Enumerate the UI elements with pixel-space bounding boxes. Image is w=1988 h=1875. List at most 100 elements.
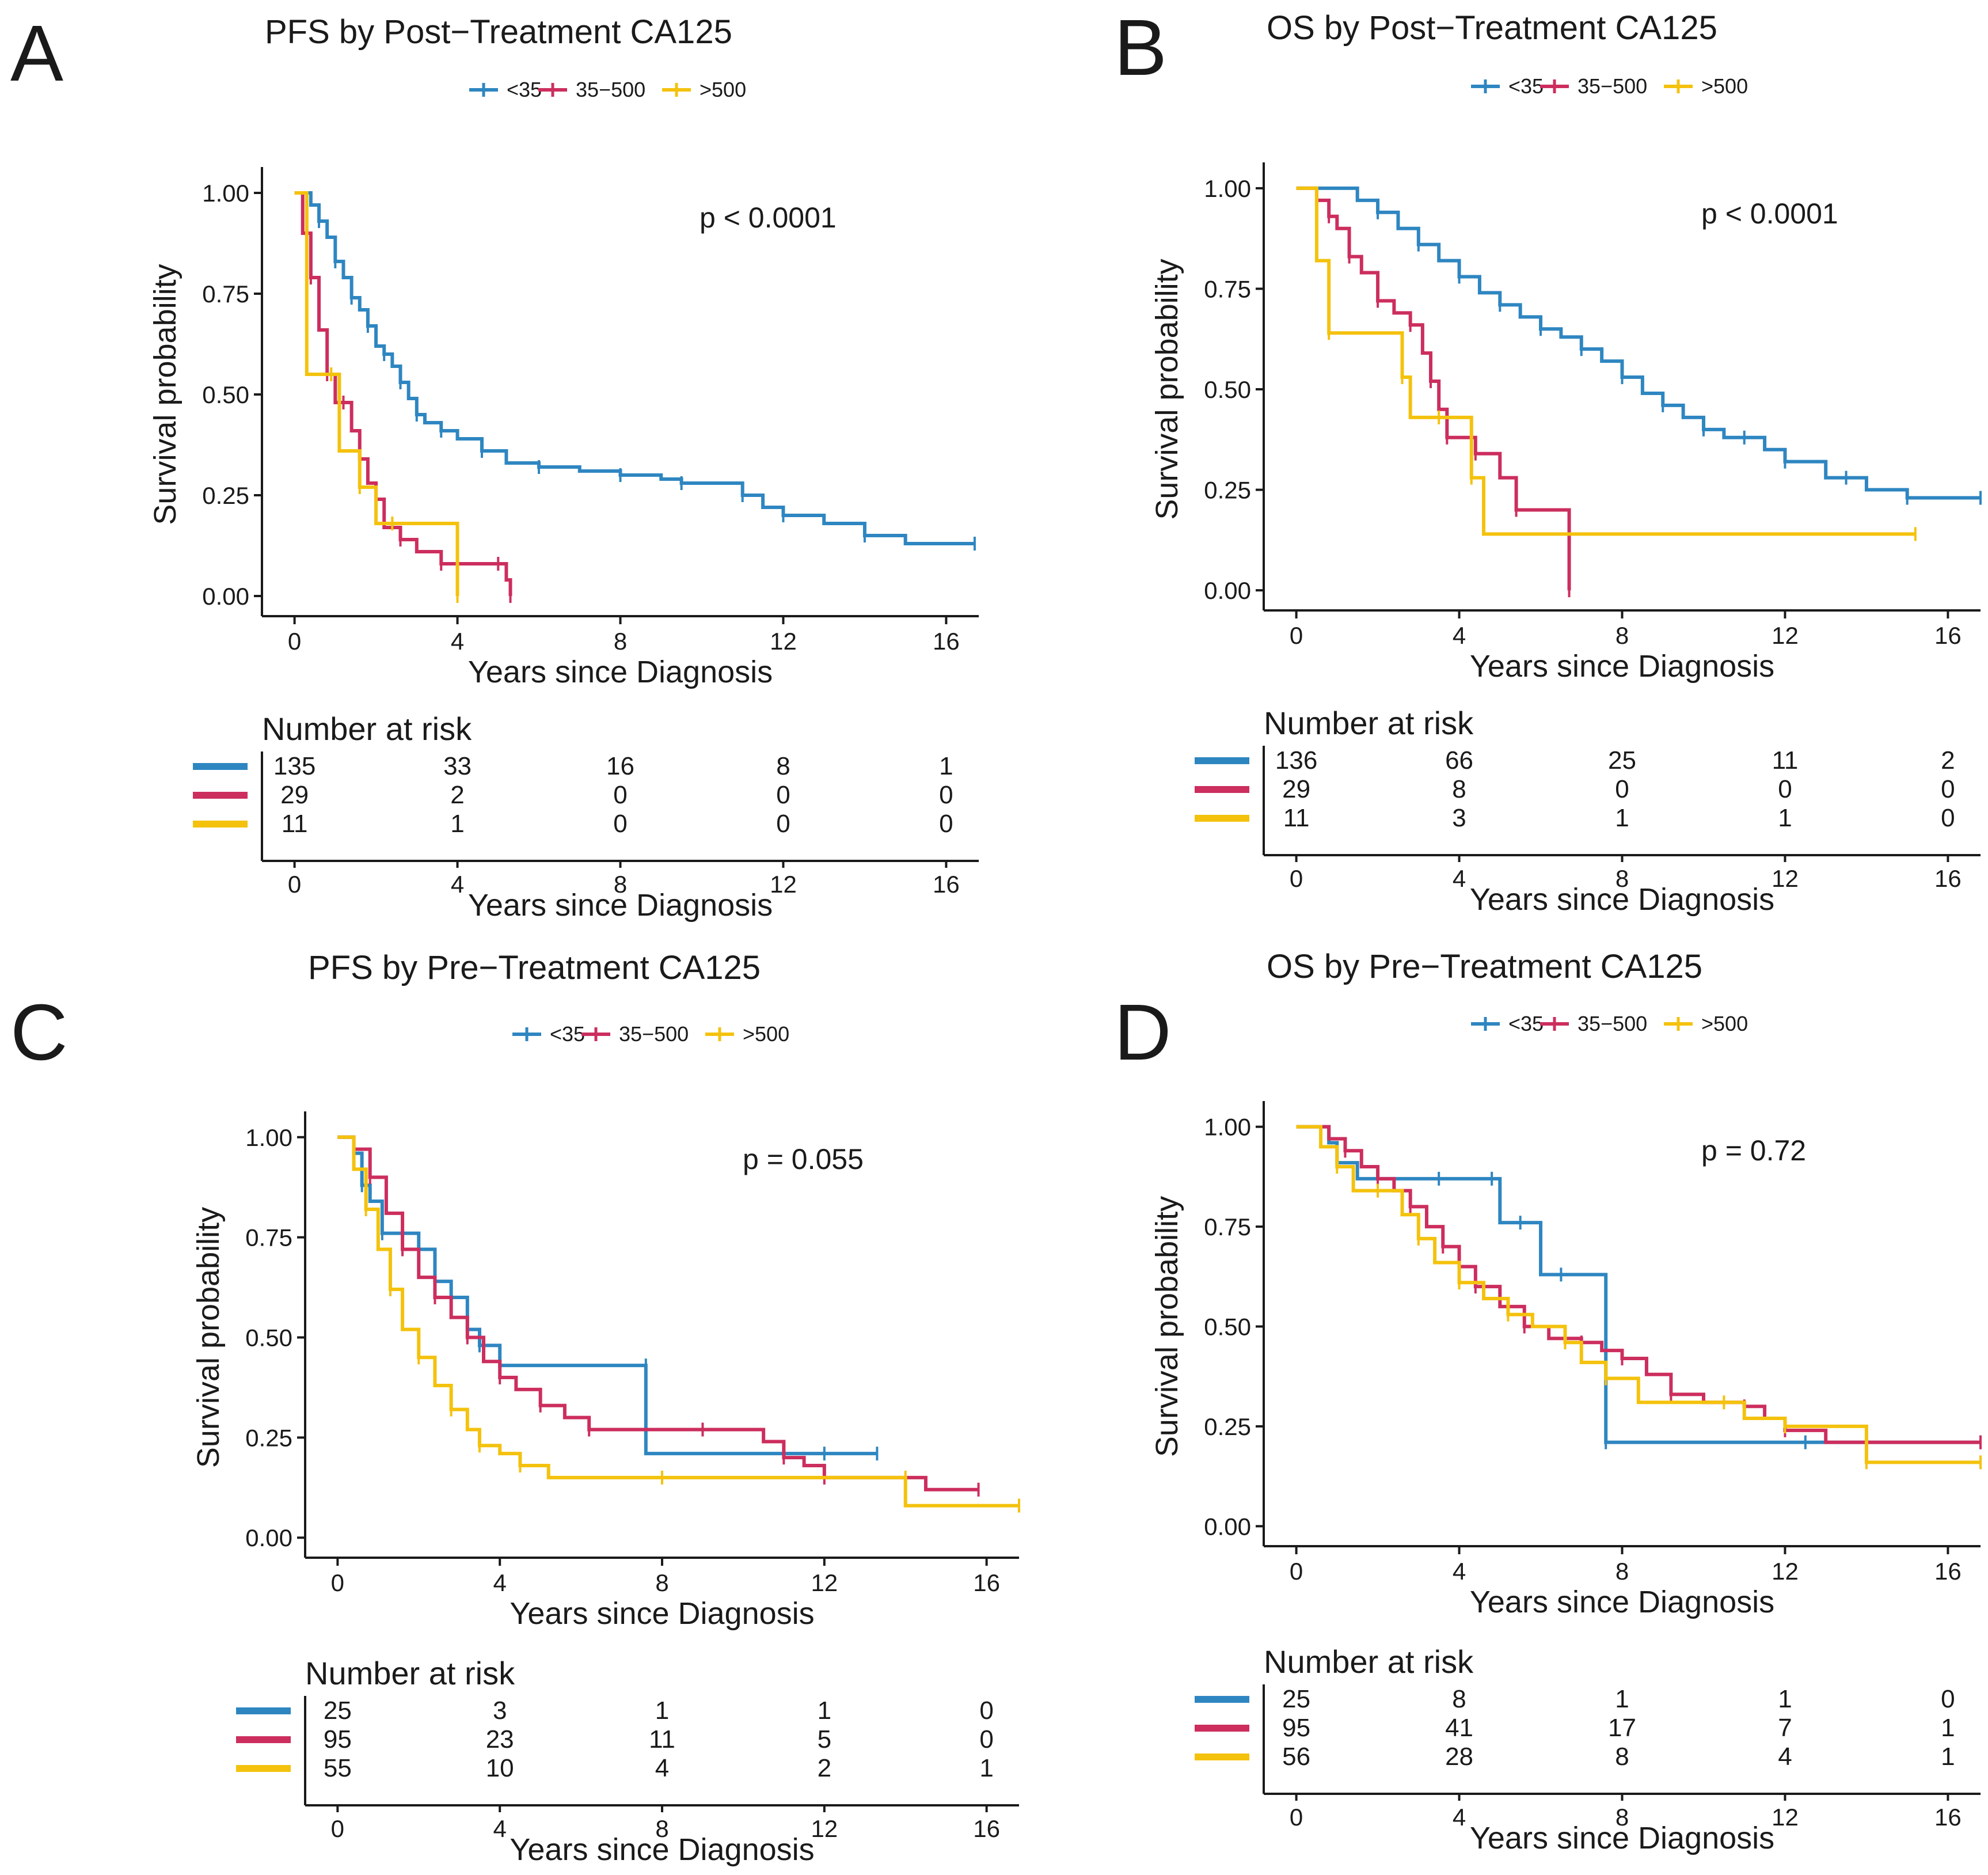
risk-count: 0 [979, 1725, 993, 1753]
x-tick-label: 4 [1453, 1558, 1466, 1585]
survival-curve [337, 1135, 1019, 1508]
x-tick-label: 8 [1616, 622, 1629, 649]
risk-count: 28 [1445, 1743, 1473, 1771]
risk-count: 2 [450, 781, 464, 809]
risk-count: 66 [1445, 746, 1473, 775]
risk-x-tick-label: 8 [1616, 1804, 1629, 1831]
x-axis-title: Years since Diagnosis [1470, 649, 1774, 684]
y-tick-label: 1.00 [202, 180, 249, 207]
risk-count: 8 [1452, 1685, 1466, 1713]
risk-x-tick-label: 12 [770, 871, 797, 898]
risk-count: 1 [1941, 1714, 1955, 1742]
x-tick-label: 16 [1934, 622, 1962, 649]
risk-count: 0 [939, 781, 953, 809]
risk-x-tick-label: 4 [1453, 865, 1466, 892]
risk-count: 95 [324, 1725, 352, 1753]
risk-count: 2 [1941, 746, 1955, 775]
risk-count: 11 [282, 810, 308, 838]
legend: <35 35−500 >500 [1471, 74, 1748, 98]
survival-curve [337, 1135, 979, 1491]
risk-x-tick-label: 4 [1453, 1804, 1466, 1831]
risk-count: 1 [1615, 1685, 1629, 1713]
risk-count: 8 [1452, 775, 1466, 803]
risk-table-title: Number at risk [262, 711, 472, 747]
legend: <35 35−500 >500 [512, 1022, 789, 1046]
risk-count: 56 [1282, 1743, 1310, 1771]
risk-count: 1 [979, 1754, 993, 1782]
risk-count: 11 [1772, 746, 1799, 775]
panel-letter: C [10, 988, 68, 1077]
risk-count: 8 [1615, 1743, 1629, 1771]
x-tick-label: 12 [1772, 1558, 1799, 1585]
x-tick-label: 0 [331, 1569, 344, 1596]
risk-x-tick-label: 12 [1772, 865, 1799, 892]
legend: <35 35−500 >500 [1471, 1012, 1748, 1035]
chart-title: PFS by Post−Treatment CA125 [265, 13, 732, 51]
risk-count: 4 [1778, 1743, 1792, 1771]
risk-table-title: Number at risk [305, 1655, 515, 1691]
risk-count: 7 [1778, 1714, 1792, 1742]
risk-count: 0 [1941, 1685, 1955, 1713]
risk-count: 25 [1608, 746, 1636, 775]
legend-label: <35 [1508, 74, 1544, 98]
risk-x-tick-label: 0 [1290, 865, 1303, 892]
risk-count: 29 [1282, 775, 1310, 803]
chart-title: OS by Post−Treatment CA125 [1267, 9, 1717, 47]
legend-label: >500 [743, 1022, 789, 1046]
series-gt500 [1296, 1125, 1982, 1470]
risk-table-title: Number at risk [1264, 1644, 1474, 1680]
risk-table-title: Number at risk [1264, 705, 1474, 741]
risk-x-axis-title: Years since Diagnosis [510, 1832, 814, 1867]
legend-label: >500 [1701, 1012, 1748, 1035]
risk-count: 33 [443, 752, 472, 780]
p-value: p < 0.0001 [1701, 198, 1838, 230]
y-tick-label: 0.25 [1204, 477, 1251, 504]
panel-letter: A [10, 9, 63, 98]
risk-count: 0 [1778, 775, 1792, 803]
panel-b: B OS by Post−Treatment CA125 <35 35−500 >500… [1114, 3, 1982, 917]
risk-count: 0 [776, 781, 790, 809]
risk-x-axis-title: Years since Diagnosis [1470, 882, 1774, 917]
x-tick-label: 12 [770, 628, 797, 655]
series-35-500 [1296, 186, 1571, 598]
risk-count: 5 [818, 1725, 831, 1753]
y-tick-label: 0.75 [1204, 1213, 1251, 1240]
legend-label: 35−500 [619, 1022, 689, 1046]
y-tick-label: 0.50 [1204, 376, 1251, 403]
y-tick-label: 0.25 [1204, 1413, 1251, 1440]
risk-x-tick-label: 12 [811, 1815, 838, 1842]
survival-curve [1296, 186, 1915, 536]
y-tick-label: 0.00 [245, 1524, 292, 1551]
survival-curve [294, 191, 975, 545]
x-tick-label: 12 [1772, 622, 1799, 649]
x-tick-label: 4 [451, 628, 464, 655]
legend-label: <35 [550, 1022, 585, 1046]
chart-title: OS by Pre−Treatment CA125 [1267, 948, 1702, 985]
survival-curve [1296, 186, 1571, 591]
y-axis-title: Survival probability [1150, 259, 1184, 519]
series-gt500 [1296, 186, 1917, 541]
risk-count: 11 [649, 1725, 675, 1753]
risk-x-tick-label: 16 [1934, 865, 1962, 892]
survival-curve [1296, 1125, 1981, 1464]
risk-count: 17 [1608, 1714, 1636, 1742]
chart-title: PFS by Pre−Treatment CA125 [308, 949, 761, 986]
risk-x-axis-title: Years since Diagnosis [468, 888, 773, 923]
risk-count: 0 [1615, 775, 1629, 803]
survival-curve [294, 191, 512, 596]
risk-count: 1 [1778, 804, 1792, 832]
y-tick-label: 0.75 [202, 280, 249, 308]
risk-count: 0 [613, 810, 627, 838]
risk-count: 3 [493, 1696, 507, 1725]
series-gt500 [294, 191, 459, 603]
risk-count: 0 [776, 810, 790, 838]
y-tick-label: 0.25 [245, 1424, 292, 1451]
x-tick-label: 0 [1290, 1558, 1303, 1585]
risk-x-tick-label: 8 [1616, 865, 1629, 892]
risk-x-tick-label: 4 [493, 1815, 507, 1842]
legend-label: <35 [1508, 1012, 1544, 1035]
series-35-500 [337, 1135, 980, 1497]
